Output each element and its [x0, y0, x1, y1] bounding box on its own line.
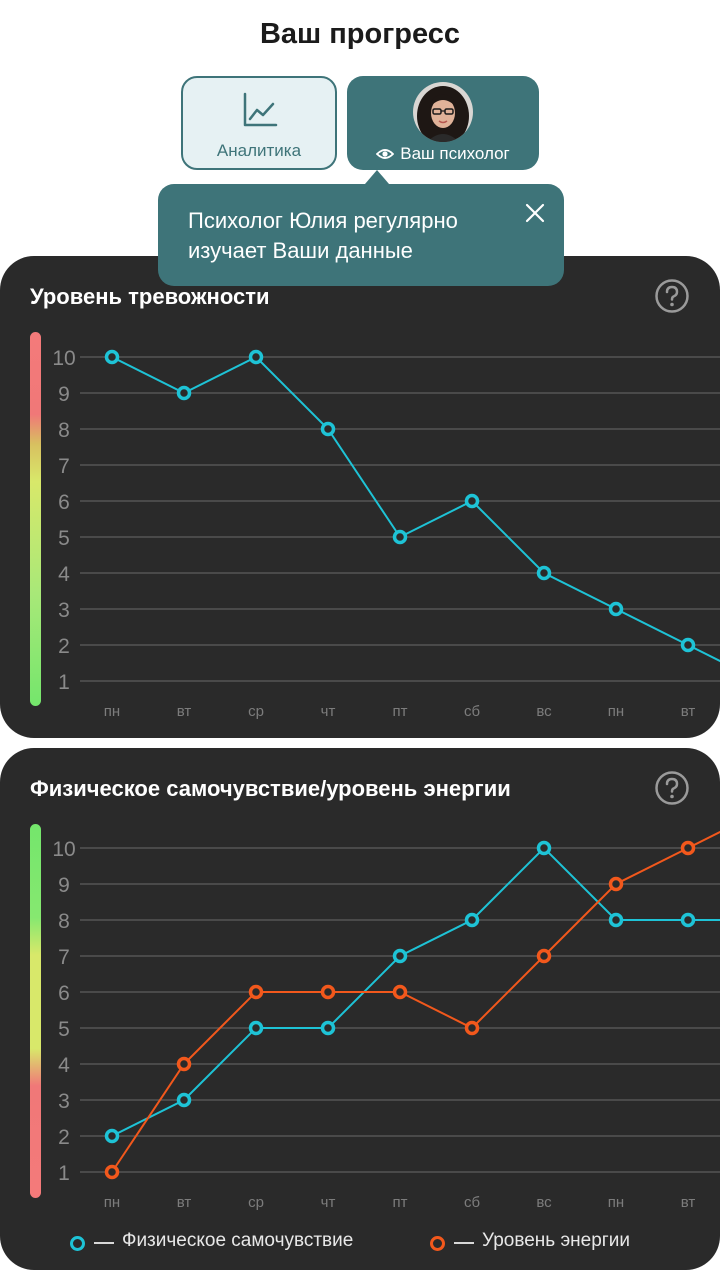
data-point	[608, 601, 624, 617]
x-tick-label: вс	[536, 703, 552, 720]
data-point	[320, 984, 336, 1000]
data-point	[536, 948, 552, 964]
legend-dash	[94, 1242, 114, 1244]
anxiety-title: Уровень тревожности	[30, 284, 270, 309]
y-tick-label: 9	[58, 874, 70, 897]
x-tick-label: пн	[104, 1194, 120, 1211]
x-tick-label: пт	[393, 703, 408, 720]
y-tick-label: 1	[58, 1162, 70, 1185]
data-point	[536, 840, 552, 856]
data-point	[320, 421, 336, 437]
data-point	[464, 912, 480, 928]
y-tick-label: 8	[58, 910, 70, 933]
data-point	[680, 912, 696, 928]
tab-analytics-label: Аналитика	[216, 141, 302, 160]
data-point	[104, 1164, 120, 1180]
x-tick-label: вт	[681, 1194, 696, 1211]
y-tick-label: 3	[58, 599, 70, 622]
data-point	[392, 948, 408, 964]
x-tick-label: чт	[321, 703, 336, 720]
x-tick-label: вт	[177, 1194, 192, 1211]
y-tick-label: 6	[58, 491, 70, 514]
y-tick-label: 9	[58, 383, 70, 406]
x-tick-label: сб	[464, 703, 480, 720]
scale-gradient-bar	[30, 824, 41, 1198]
close-icon[interactable]	[524, 202, 546, 229]
legend-label: Физическое самочувствие	[122, 1230, 354, 1251]
x-tick-label: пт	[393, 1194, 408, 1211]
energy-chart: 1 2 3 4 5 6 7 8 9 10 пн вт ср чт пт сб вс пн вт	[30, 824, 720, 1211]
data-point	[248, 1020, 264, 1036]
anxiety-chart: 1 2 3 4 5 6 7 8 9 10 пн вт ср чт пт сб вс пн вт	[30, 332, 720, 720]
data-point	[608, 876, 624, 892]
y-tick-label: 4	[58, 563, 70, 586]
x-tick-label: вт	[681, 703, 696, 720]
tab-analytics[interactable]: Аналитика	[181, 76, 337, 170]
series-line	[111, 847, 689, 1173]
legend-marker	[70, 1236, 85, 1251]
data-point	[176, 385, 192, 401]
x-tick-label: ср	[248, 703, 264, 720]
data-point	[392, 984, 408, 1000]
y-tick-label: 3	[58, 1090, 70, 1113]
data-point	[392, 529, 408, 545]
energy-title: Физическое самочувствие/уровень энергии	[30, 776, 511, 801]
data-point	[248, 349, 264, 365]
data-point	[464, 1020, 480, 1036]
x-tick-label: вт	[177, 703, 192, 720]
data-point	[464, 493, 480, 509]
x-tick-label: пн	[608, 1194, 624, 1211]
scale-gradient-bar	[30, 332, 41, 706]
y-tick-label: 5	[58, 1018, 70, 1041]
y-tick-label: 7	[58, 946, 70, 969]
y-tick-label: 7	[58, 455, 70, 478]
y-tick-label: 10	[52, 347, 75, 370]
y-tick-label: 4	[58, 1054, 70, 1077]
chart-legend: Физическое самочувствие Уровень энергии	[0, 1228, 720, 1258]
y-tick-label: 2	[58, 635, 70, 658]
data-point	[176, 1056, 192, 1072]
question-circle-icon[interactable]	[654, 770, 690, 811]
x-tick-label: вс	[536, 1194, 552, 1211]
series-line-extension	[687, 644, 720, 663]
tooltip-text: Психолог Юлия регулярно изучает Ваши данн…	[188, 208, 458, 263]
x-tick-label: чт	[321, 1194, 336, 1211]
question-circle-icon[interactable]	[654, 278, 690, 319]
data-point	[320, 1020, 336, 1036]
data-point	[608, 912, 624, 928]
y-tick-label: 10	[52, 838, 75, 861]
series-line-extension	[687, 830, 720, 849]
x-tick-label: ср	[248, 1194, 264, 1211]
data-point	[680, 637, 696, 653]
y-tick-label: 8	[58, 419, 70, 442]
x-tick-label: пн	[608, 703, 624, 720]
eye-icon	[375, 146, 395, 166]
data-point	[680, 840, 696, 856]
tooltip-arrow	[365, 170, 389, 184]
legend-dash	[454, 1242, 474, 1244]
data-point	[104, 1128, 120, 1144]
y-tick-label: 2	[58, 1126, 70, 1149]
x-tick-label: пн	[104, 703, 120, 720]
energy-card: Физическое самочувствие/уровень энергии …	[0, 748, 720, 1270]
tab-psychologist-label: Ваш психолог	[347, 144, 539, 166]
line-chart-icon	[242, 92, 278, 133]
y-tick-label: 5	[58, 527, 70, 550]
legend-label: Уровень энергии	[482, 1230, 630, 1251]
legend-marker	[430, 1236, 445, 1251]
x-tick-label: сб	[464, 1194, 480, 1211]
tooltip: Психолог Юлия регулярно изучает Ваши данн…	[158, 184, 564, 286]
anxiety-card: Уровень тревожности 1 2 3 4 5 6 7 8 9 10 пн вт ср чт п…	[0, 256, 720, 738]
data-point	[248, 984, 264, 1000]
page-title: Ваш прогресс	[259, 18, 461, 50]
data-point	[104, 349, 120, 365]
tab-psychologist[interactable]: Ваш психолог	[347, 76, 539, 170]
data-point	[176, 1092, 192, 1108]
y-tick-label: 1	[58, 671, 70, 694]
data-point	[536, 565, 552, 581]
avatar	[413, 82, 473, 142]
y-tick-label: 6	[58, 982, 70, 1005]
